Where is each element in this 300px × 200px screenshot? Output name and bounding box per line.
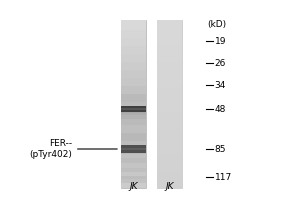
Bar	[121, 38, 146, 46]
Bar	[121, 163, 146, 168]
Bar	[157, 62, 182, 70]
Bar	[157, 180, 182, 188]
Bar	[121, 111, 146, 113]
Bar	[121, 152, 146, 154]
Bar	[121, 176, 146, 179]
Text: 19: 19	[214, 36, 226, 46]
Bar	[121, 86, 146, 94]
Bar	[121, 113, 146, 115]
Text: JK: JK	[165, 182, 174, 191]
Bar	[157, 79, 182, 87]
Bar	[121, 30, 146, 38]
Bar	[121, 154, 146, 158]
Bar	[121, 70, 146, 78]
Bar	[157, 146, 182, 154]
Bar	[157, 20, 182, 28]
Bar	[157, 37, 182, 45]
Bar	[121, 145, 146, 153]
Bar	[121, 78, 146, 86]
Bar	[157, 87, 182, 96]
Bar	[157, 129, 182, 138]
Bar	[121, 54, 146, 62]
Bar	[121, 133, 146, 141]
Bar	[157, 54, 182, 62]
Bar	[121, 62, 146, 70]
Text: JK: JK	[129, 182, 138, 191]
Bar	[157, 154, 182, 163]
Bar	[157, 96, 182, 104]
Bar	[121, 158, 146, 163]
Text: 48: 48	[214, 104, 226, 114]
Bar	[121, 151, 146, 152]
Text: 85: 85	[214, 144, 226, 154]
Text: (kD): (kD)	[207, 20, 226, 29]
Bar	[121, 20, 146, 30]
Bar	[157, 70, 182, 79]
Bar	[157, 138, 182, 146]
Bar	[121, 179, 146, 183]
Bar	[157, 171, 182, 180]
Bar	[157, 112, 182, 121]
Bar	[121, 125, 146, 133]
Bar	[157, 45, 182, 54]
Bar	[121, 172, 146, 176]
Bar	[121, 20, 146, 188]
Bar	[121, 119, 146, 125]
Bar	[121, 46, 146, 54]
Bar	[121, 94, 146, 102]
Text: 34: 34	[214, 81, 226, 90]
Bar	[121, 168, 146, 172]
Bar	[157, 104, 182, 112]
Bar	[157, 28, 182, 37]
Text: 26: 26	[214, 58, 226, 68]
Bar	[157, 20, 182, 188]
Text: 117: 117	[214, 172, 232, 182]
Bar	[121, 106, 146, 112]
Bar	[157, 121, 182, 129]
Text: FER--
(pTyr402): FER-- (pTyr402)	[29, 139, 117, 159]
Bar	[121, 115, 146, 119]
Bar	[121, 183, 146, 188]
Bar	[121, 108, 146, 110]
Bar	[121, 148, 146, 150]
Bar	[157, 163, 182, 171]
